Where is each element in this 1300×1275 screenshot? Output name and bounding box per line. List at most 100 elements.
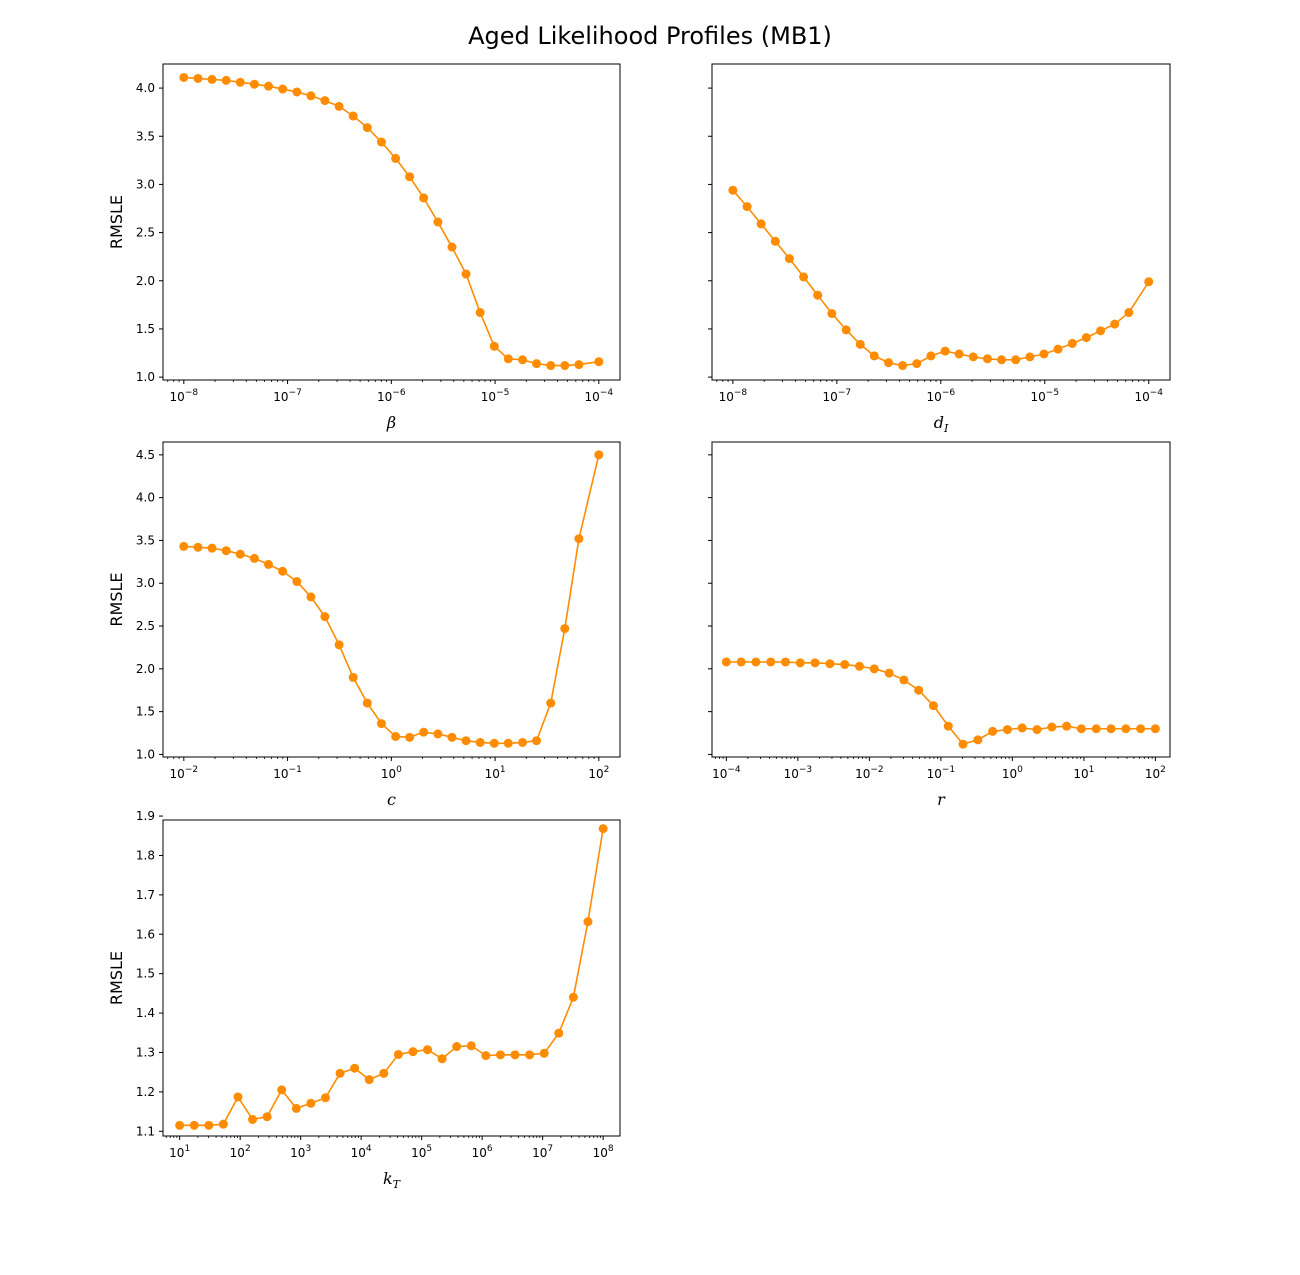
- data-point: [320, 96, 330, 106]
- data-point: [1110, 319, 1120, 329]
- data-point: [781, 657, 791, 667]
- data-point: [278, 84, 288, 94]
- y-tick-label: 1.5: [136, 705, 155, 719]
- data-point: [997, 355, 1007, 365]
- data-point: [189, 1120, 199, 1130]
- y-tick-label: 2.0: [136, 274, 155, 288]
- data-point: [489, 341, 499, 351]
- data-point: [928, 701, 938, 711]
- data-point: [914, 685, 924, 695]
- data-point: [855, 339, 865, 349]
- data-point: [574, 360, 584, 370]
- data-point: [292, 87, 302, 97]
- x-tick-label: 10−3: [784, 765, 813, 781]
- data-point: [813, 290, 823, 300]
- data-point: [423, 1045, 433, 1055]
- data-point: [433, 729, 443, 739]
- data-point: [1011, 355, 1021, 365]
- data-point: [391, 153, 401, 163]
- data-point: [193, 542, 203, 552]
- axes-frame: [162, 63, 621, 381]
- data-point: [841, 325, 851, 335]
- y-tick-label: 2.5: [136, 226, 155, 240]
- x-tick-label: 108: [593, 1144, 614, 1160]
- y-tick-label: 3.0: [136, 177, 155, 191]
- data-point: [869, 664, 879, 674]
- x-axis-label: dI: [934, 413, 949, 435]
- data-point: [461, 269, 471, 279]
- y-tick-label: 1.9: [136, 809, 155, 823]
- data-point: [461, 736, 471, 746]
- x-tick-label: 107: [532, 1144, 553, 1160]
- data-point: [988, 726, 998, 736]
- data-point: [249, 79, 259, 89]
- data-point: [1002, 725, 1012, 735]
- data-point: [335, 1068, 345, 1078]
- x-tick-label: 10−4: [585, 388, 614, 404]
- data-point: [235, 77, 245, 87]
- data-point: [840, 660, 850, 670]
- data-point: [495, 1050, 505, 1060]
- data-point: [391, 731, 401, 741]
- x-tick-label: 10−1: [927, 765, 956, 781]
- data-point: [583, 917, 593, 927]
- data-point: [751, 657, 761, 667]
- x-tick-label: 10−8: [170, 388, 199, 404]
- x-tick-label: 10−1: [273, 765, 302, 781]
- data-point: [264, 81, 274, 91]
- data-point: [405, 172, 415, 182]
- y-tick-label: 4.0: [136, 81, 155, 95]
- data-point: [408, 1047, 418, 1057]
- panel-4: 10−4 10−3 10−2 10−1 100 101 102 r: [708, 441, 1171, 809]
- data-point: [419, 727, 429, 737]
- y-tick-label: 2.0: [136, 662, 155, 676]
- y-tick-label: 3.0: [136, 576, 155, 590]
- data-point: [825, 659, 835, 669]
- data-point: [1081, 333, 1091, 343]
- data-point: [899, 675, 909, 685]
- data-point: [943, 721, 953, 731]
- data-point: [475, 737, 485, 747]
- data-point: [982, 354, 992, 364]
- x-tick-label: 106: [472, 1144, 493, 1160]
- data-point: [510, 1050, 520, 1060]
- data-point: [218, 1119, 228, 1129]
- data-point: [827, 309, 837, 319]
- data-point: [869, 351, 879, 361]
- data-point: [320, 612, 330, 622]
- data-point: [291, 1103, 301, 1113]
- data-point: [912, 359, 922, 369]
- data-point: [742, 202, 752, 212]
- series-line: [726, 661, 1156, 745]
- data-point: [475, 308, 485, 318]
- data-point: [784, 254, 794, 264]
- data-point: [1067, 338, 1077, 348]
- data-point: [207, 74, 217, 84]
- data-point: [574, 534, 584, 544]
- x-axis-label: r: [937, 790, 946, 809]
- data-point: [193, 73, 203, 83]
- data-point: [235, 549, 245, 559]
- x-tick-label: 10−6: [377, 388, 406, 404]
- data-point: [518, 355, 528, 365]
- y-tick-label: 1.4: [136, 1006, 155, 1020]
- data-point: [405, 732, 415, 742]
- x-tick-label: 10−6: [927, 388, 956, 404]
- data-point: [770, 236, 780, 246]
- data-point: [262, 1112, 272, 1122]
- data-point: [221, 75, 231, 85]
- series-line: [179, 828, 604, 1127]
- data-point: [795, 658, 805, 668]
- data-point: [1091, 724, 1101, 734]
- data-point: [447, 732, 457, 742]
- x-tick-label: 10−7: [273, 388, 302, 404]
- panel-5: 101 102 103 104 105 106 107 108 1.1 1.2 1.3 1.4 1.5 1…: [107, 809, 621, 1191]
- y-tick-label: 4.0: [136, 491, 155, 505]
- x-tick-label: 105: [411, 1144, 432, 1160]
- data-point: [481, 1051, 491, 1061]
- x-tick-label: 101: [1073, 765, 1094, 781]
- data-point: [489, 738, 499, 748]
- x-tick-label: 100: [1002, 765, 1023, 781]
- data-point: [278, 566, 288, 576]
